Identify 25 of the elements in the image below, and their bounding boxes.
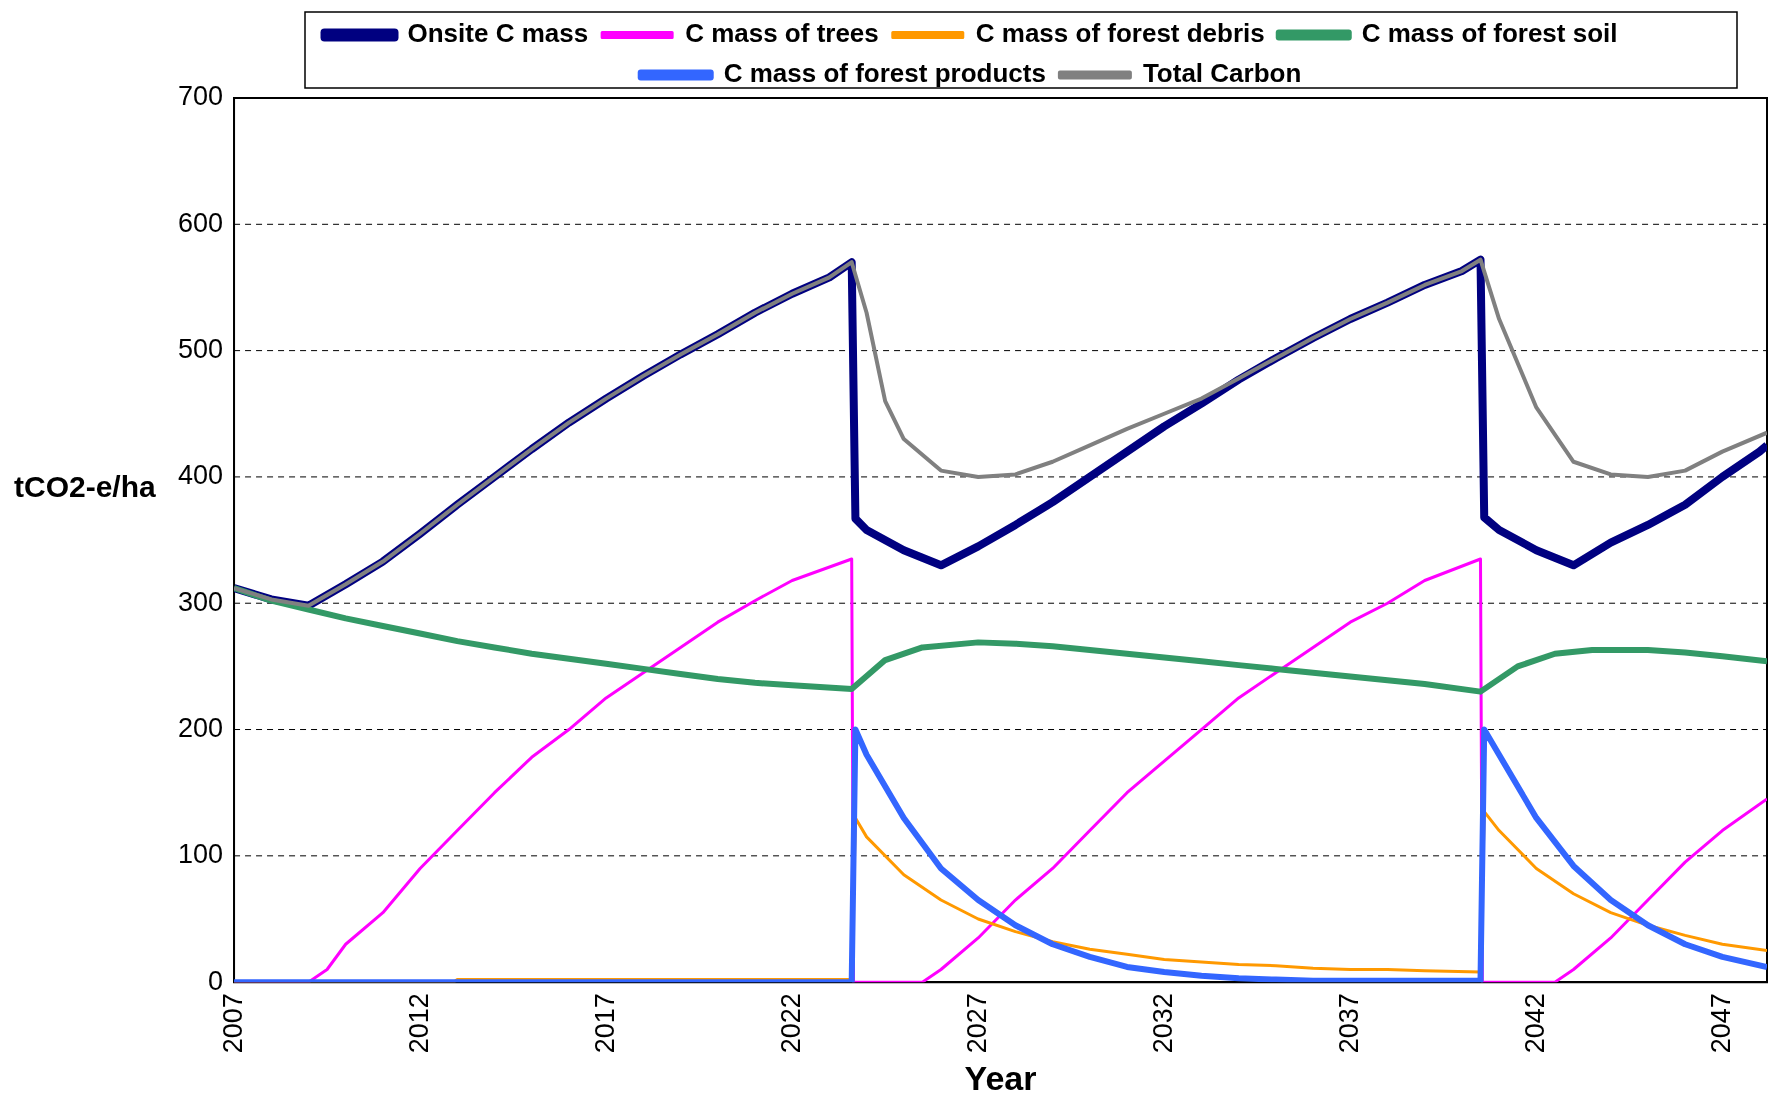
- x-tick-label: 2032: [1147, 993, 1178, 1054]
- y-tick-label: 600: [177, 207, 224, 238]
- y-tick-label: 100: [177, 839, 224, 870]
- x-axis-title: Year: [964, 1058, 1037, 1097]
- y-tick-label: 500: [177, 334, 224, 365]
- legend-label: Onsite C mass: [407, 18, 589, 49]
- legend-label: C mass of trees: [685, 18, 879, 49]
- x-tick-label: 2017: [589, 993, 620, 1054]
- legend-label: C mass of forest products: [723, 58, 1046, 89]
- legend-label: Total Carbon: [1142, 58, 1302, 89]
- x-tick-label: 2012: [403, 993, 434, 1054]
- x-tick-label: 2022: [775, 993, 806, 1054]
- x-tick-label: 2042: [1519, 993, 1550, 1054]
- x-tick-label: 2037: [1333, 993, 1364, 1054]
- x-tick-label: 2047: [1705, 993, 1736, 1054]
- y-tick-label: 200: [177, 712, 224, 743]
- y-axis-title: tCO2-e/ha: [14, 470, 156, 504]
- x-tick-label: 2027: [961, 993, 992, 1054]
- y-tick-label: 700: [177, 81, 224, 112]
- legend-label: C mass of forest debris: [975, 18, 1265, 49]
- legend-label: C mass of forest soil: [1361, 18, 1618, 49]
- y-tick-label: 0: [208, 965, 224, 996]
- x-tick-label: 2007: [217, 993, 248, 1054]
- y-tick-label: 300: [177, 586, 224, 617]
- y-tick-label: 400: [177, 460, 224, 491]
